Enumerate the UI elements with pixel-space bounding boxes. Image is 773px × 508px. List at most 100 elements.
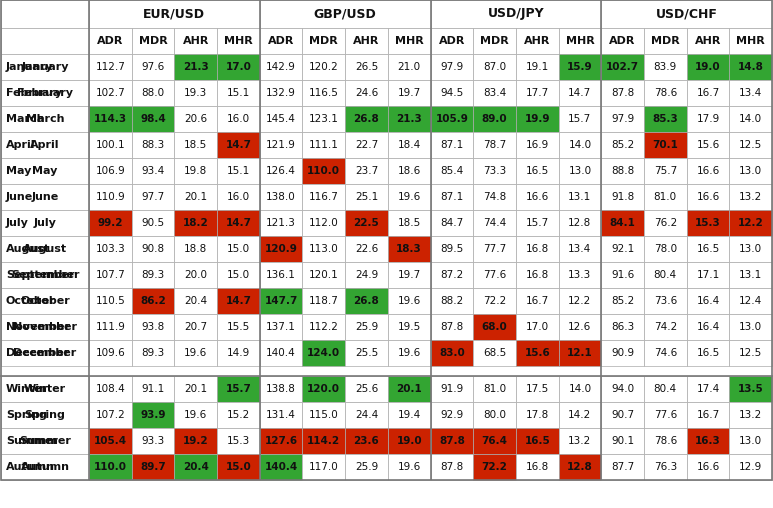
Bar — [131, 340, 175, 366]
Text: 110.5: 110.5 — [96, 296, 125, 306]
Bar — [260, 54, 302, 80]
Bar — [431, 184, 473, 210]
Text: 16.8: 16.8 — [526, 462, 549, 472]
Bar — [729, 314, 772, 340]
Bar — [217, 288, 260, 314]
Bar — [302, 262, 345, 288]
Text: 15.0: 15.0 — [226, 462, 251, 472]
Bar — [559, 340, 601, 366]
Text: August: August — [23, 244, 67, 254]
Text: 15.3: 15.3 — [695, 218, 721, 228]
Text: 15.1: 15.1 — [226, 166, 250, 176]
Text: 112.0: 112.0 — [309, 218, 339, 228]
Bar — [89, 262, 131, 288]
Text: 76.4: 76.4 — [482, 436, 508, 446]
Bar — [559, 54, 601, 80]
Bar — [1, 376, 89, 402]
Text: 12.8: 12.8 — [568, 218, 591, 228]
Text: 19.6: 19.6 — [397, 192, 421, 202]
Text: 19.2: 19.2 — [183, 436, 209, 446]
Text: 20.4: 20.4 — [184, 296, 207, 306]
Bar — [175, 402, 217, 428]
Bar — [516, 288, 559, 314]
Bar — [431, 158, 473, 184]
Bar — [686, 210, 729, 236]
Bar — [559, 184, 601, 210]
Text: 15.0: 15.0 — [226, 270, 250, 280]
Bar — [516, 262, 559, 288]
Bar — [601, 28, 644, 54]
Text: MDR: MDR — [651, 36, 679, 46]
Bar — [302, 402, 345, 428]
Bar — [686, 184, 729, 210]
Text: November: November — [6, 322, 70, 332]
Text: 19.4: 19.4 — [397, 410, 421, 420]
Bar — [1, 454, 89, 480]
Bar — [260, 428, 302, 454]
Bar — [217, 106, 260, 132]
Bar — [217, 454, 260, 480]
Text: 73.3: 73.3 — [483, 166, 506, 176]
Bar — [175, 106, 217, 132]
Bar — [260, 80, 302, 106]
Text: 88.8: 88.8 — [611, 166, 634, 176]
Text: 84.1: 84.1 — [610, 218, 635, 228]
Text: MDR: MDR — [309, 36, 338, 46]
Bar — [131, 132, 175, 158]
Bar — [388, 340, 431, 366]
Bar — [431, 340, 473, 366]
Text: May: May — [32, 166, 58, 176]
Text: 116.5: 116.5 — [309, 88, 339, 98]
Bar — [345, 288, 388, 314]
Text: 132.9: 132.9 — [266, 88, 296, 98]
Bar — [729, 262, 772, 288]
Bar — [431, 454, 473, 480]
Bar — [1, 106, 89, 132]
Bar — [131, 288, 175, 314]
Text: 16.5: 16.5 — [524, 436, 550, 446]
Text: 13.0: 13.0 — [739, 322, 762, 332]
Text: 19.1: 19.1 — [526, 62, 549, 72]
Text: Autumn: Autumn — [6, 462, 55, 472]
Text: 20.0: 20.0 — [184, 270, 207, 280]
Text: 12.8: 12.8 — [567, 462, 593, 472]
Text: 120.2: 120.2 — [309, 62, 339, 72]
Bar — [388, 262, 431, 288]
Text: 18.8: 18.8 — [184, 244, 207, 254]
Bar — [559, 428, 601, 454]
Bar — [644, 158, 686, 184]
Bar — [686, 428, 729, 454]
Text: 102.7: 102.7 — [96, 88, 125, 98]
Bar — [644, 80, 686, 106]
Bar — [89, 340, 131, 366]
Bar — [601, 314, 644, 340]
Text: October: October — [6, 296, 56, 306]
Text: AHR: AHR — [353, 36, 380, 46]
Text: 138.8: 138.8 — [266, 384, 296, 394]
Bar — [217, 428, 260, 454]
Bar — [644, 210, 686, 236]
Bar — [89, 210, 131, 236]
Bar — [345, 402, 388, 428]
Bar — [217, 314, 260, 340]
Text: 105.9: 105.9 — [435, 114, 468, 124]
Bar — [131, 314, 175, 340]
Text: 13.2: 13.2 — [739, 410, 762, 420]
Bar — [388, 376, 431, 402]
Text: 78.6: 78.6 — [654, 88, 677, 98]
Text: Summer: Summer — [19, 436, 71, 446]
Bar — [644, 106, 686, 132]
Bar — [260, 340, 302, 366]
Text: 97.9: 97.9 — [611, 114, 634, 124]
Bar — [601, 288, 644, 314]
Bar — [175, 28, 217, 54]
Text: March: March — [26, 114, 64, 124]
Text: 16.5: 16.5 — [526, 166, 549, 176]
Text: 13.1: 13.1 — [739, 270, 762, 280]
Text: 126.4: 126.4 — [266, 166, 296, 176]
Bar — [131, 454, 175, 480]
Bar — [131, 376, 175, 402]
Text: 12.5: 12.5 — [739, 348, 762, 358]
Bar — [131, 210, 175, 236]
Text: August: August — [6, 244, 50, 254]
